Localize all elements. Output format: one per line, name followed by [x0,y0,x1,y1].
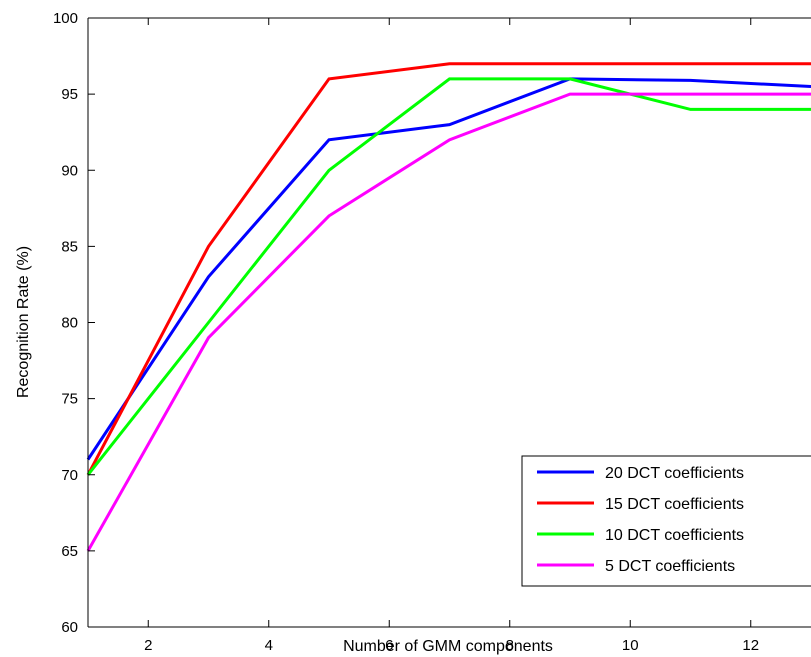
x-tick-label: 12 [742,637,759,654]
legend-label-4: 5 DCT coefficients [605,558,735,575]
series-line-2 [86,62,811,476]
y-tick-label: 90 [61,162,78,179]
legend: 20 DCT coefficients 15 DCT coefficients 10… [521,455,811,587]
legend-label-3: 10 DCT coefficients [605,527,744,544]
y-tick-label: 80 [61,315,78,332]
y-axis-label: Recognition Rate (%) [15,246,32,398]
y-tick-label: 95 [61,86,78,103]
series-line-1 [86,77,811,461]
x-tick-label: 8 [506,637,514,654]
ticks-layer: 60 65 70 75 80 85 90 95 100 2 4 6 8 10 12 [53,10,759,654]
x-axis-label: Number of GMM components [343,638,553,655]
y-tick-label: 100 [53,10,78,27]
x-tick-label: 4 [265,637,273,654]
series-line-3 [86,77,811,476]
y-tick-label: 75 [61,391,78,408]
y-tick-label: 70 [61,467,78,484]
legend-label-2: 15 DCT coefficients [605,496,744,513]
y-tick-label: 85 [61,238,78,255]
y-tick-label: 65 [61,543,78,560]
x-tick-label: 10 [622,637,639,654]
x-tick-label: 2 [144,637,152,654]
series-line-4 [86,92,811,552]
series-layer [86,62,811,552]
y-tick-label: 60 [61,619,78,636]
legend-label-1: 20 DCT coefficients [605,465,744,482]
x-tick-label: 6 [385,637,393,654]
